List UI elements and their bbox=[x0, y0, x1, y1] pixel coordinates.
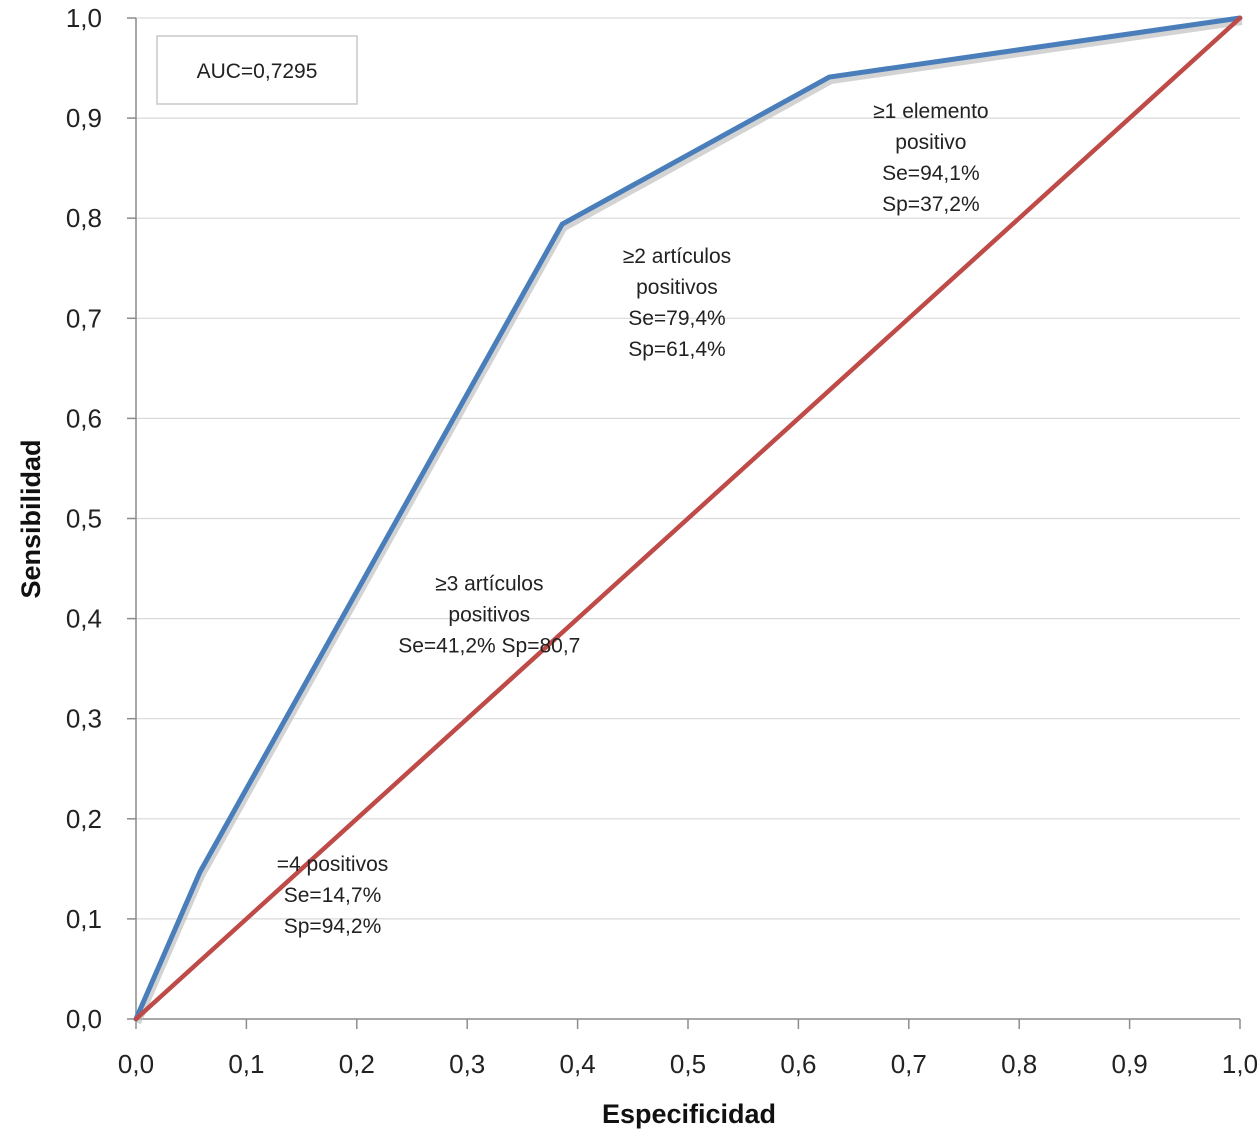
roc-curve-shadow bbox=[135, 19, 1243, 1025]
annotations: ≥1 elemento positivo Se=94,1% Sp=37,2% ≥2 ar… bbox=[277, 100, 989, 938]
x-tick-label: 0,1 bbox=[228, 1049, 264, 1079]
series-group bbox=[133, 15, 1243, 1025]
x-tick-label: 0,3 bbox=[449, 1049, 485, 1079]
annotation-line: ≥2 artículos bbox=[623, 245, 731, 268]
y-tick-label: 0,6 bbox=[66, 403, 102, 433]
annotation-line: positivos bbox=[636, 276, 718, 299]
y-axis-title: Sensibilidad bbox=[16, 439, 46, 598]
annotation-line: Se=79,4% bbox=[628, 307, 726, 330]
y-tick-label: 0,0 bbox=[66, 1004, 102, 1034]
auc-box-frame bbox=[156, 35, 358, 105]
x-tick-label: 1,0 bbox=[1222, 1049, 1258, 1079]
x-axis-title: Especificidad bbox=[602, 1099, 776, 1129]
y-tick-label: 0,3 bbox=[66, 704, 102, 734]
annotation-line: Sp=61,4% bbox=[628, 338, 726, 361]
annotation-line: Se=94,1% bbox=[882, 162, 980, 185]
auc-label: AUC=0,7295 bbox=[197, 60, 318, 83]
y-tick-label: 0,7 bbox=[66, 303, 102, 333]
annotation-line: Sp=37,2% bbox=[882, 193, 980, 216]
y-tick-label: 0,9 bbox=[66, 103, 102, 133]
x-tick-label: 0,9 bbox=[1112, 1049, 1148, 1079]
x-tick-label: 0,5 bbox=[670, 1049, 706, 1079]
x-tick-label: 0,8 bbox=[1001, 1049, 1037, 1079]
y-tick-label: 0,4 bbox=[66, 604, 102, 634]
x-tick-label: 0,6 bbox=[780, 1049, 816, 1079]
annotation-line: Sp=94,2% bbox=[284, 915, 382, 938]
y-tick-label: 0,5 bbox=[66, 504, 102, 534]
roc-curve-line bbox=[133, 15, 1243, 1022]
annotation-line: positivo bbox=[895, 131, 966, 154]
x-tick-label: 0,0 bbox=[118, 1049, 154, 1079]
annotation-line: =4 positivos bbox=[277, 853, 388, 876]
annotation-line: Se=14,7% bbox=[284, 884, 382, 907]
annotation-line: positivos bbox=[448, 604, 530, 627]
axes: 0,0 0,1 0,2 0,3 0,4 0,5 0,6 0,7 0,8 0,9 1,0 0,0 0,1 0… bbox=[66, 3, 1258, 1079]
y-tick-label: 0,2 bbox=[66, 804, 102, 834]
y-tick-label: 0,8 bbox=[66, 203, 102, 233]
x-tick-label: 0,4 bbox=[560, 1049, 596, 1079]
annotation-line: Se=41,2% Sp=80,7 bbox=[398, 635, 580, 658]
auc-box: AUC=0,7295 bbox=[156, 35, 358, 105]
x-tick-label: 0,2 bbox=[339, 1049, 375, 1079]
annotation-line: ≥3 artículos bbox=[435, 573, 543, 596]
y-tick-label: 1,0 bbox=[66, 3, 102, 33]
x-tick-label: 0,7 bbox=[891, 1049, 927, 1079]
annotation-line: ≥1 elemento bbox=[873, 100, 988, 123]
reference-diagonal-line bbox=[133, 15, 1243, 1022]
y-tick-label: 0,1 bbox=[66, 904, 102, 934]
